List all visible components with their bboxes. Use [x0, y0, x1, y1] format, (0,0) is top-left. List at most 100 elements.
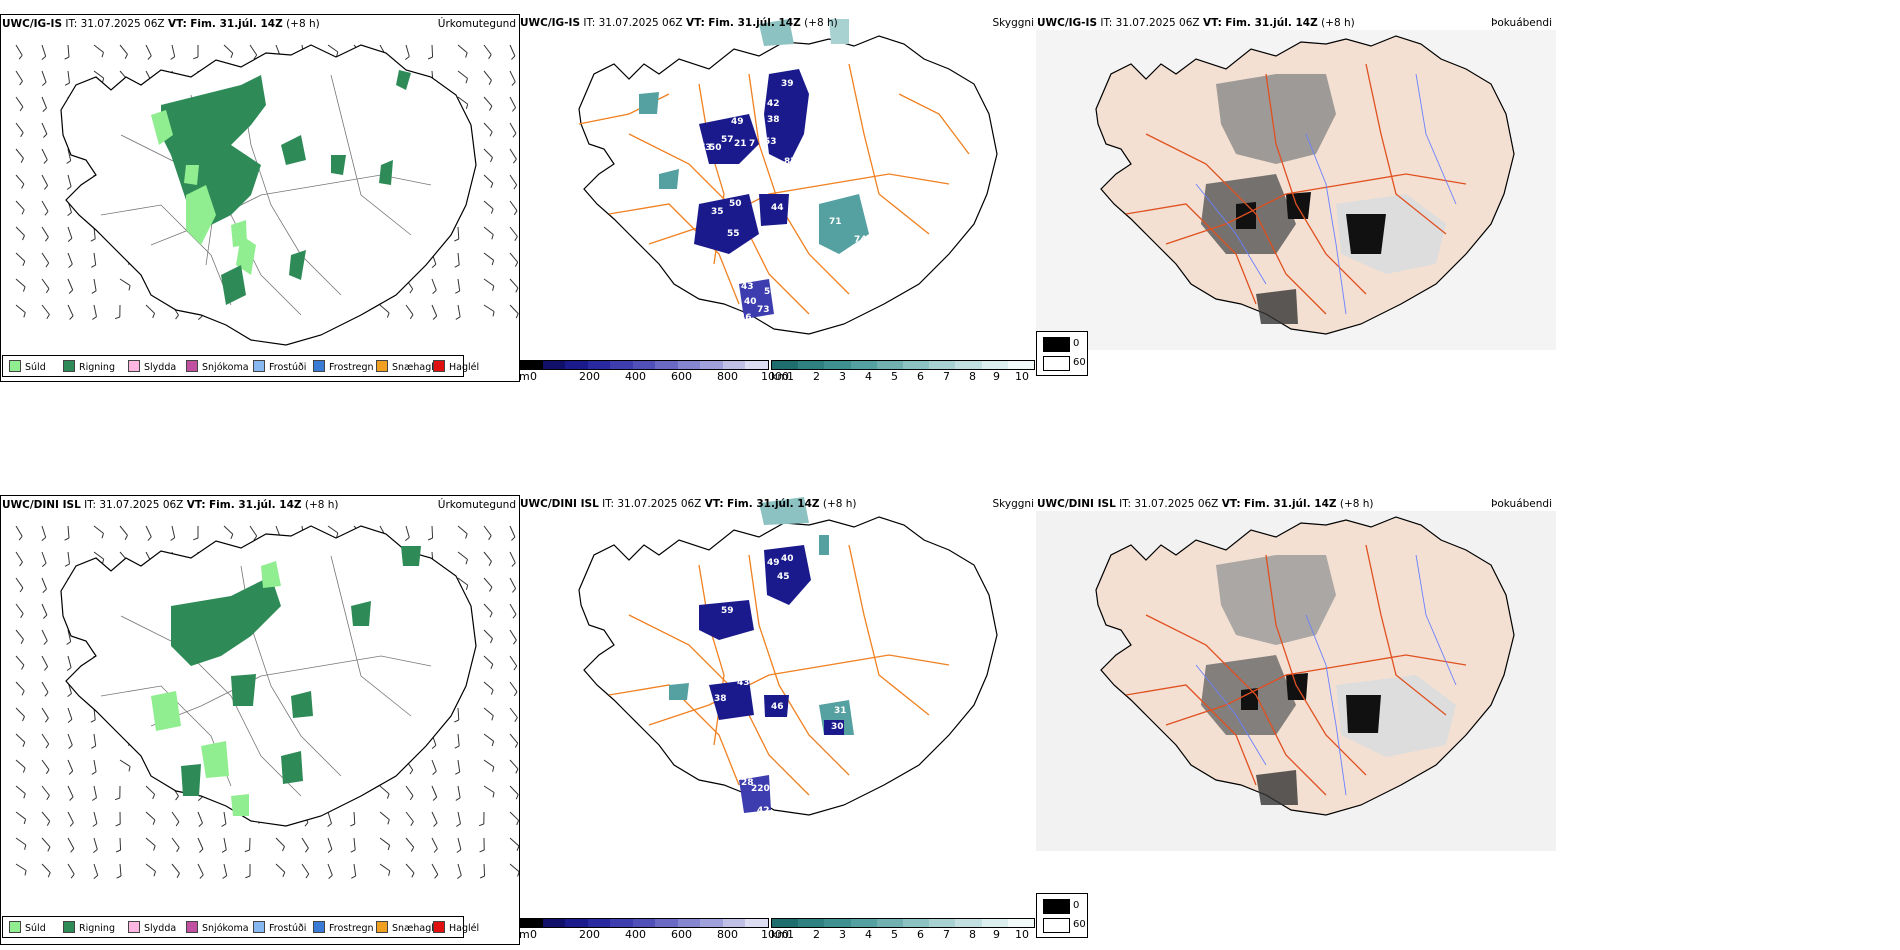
wind-barb [405, 785, 414, 796]
wind-barb [145, 44, 152, 57]
fog-legend: 0 60 [1036, 893, 1088, 938]
fog-swatch-0 [1043, 337, 1070, 352]
wind-barb-flag [22, 235, 25, 241]
wind-barb-flag [305, 873, 310, 879]
colorbar-segment [955, 361, 982, 369]
wind-barb-flag [170, 56, 175, 60]
wind-barb [483, 603, 493, 614]
wind-barb [67, 837, 75, 849]
colorbar-segment [981, 361, 1008, 369]
wind-barb-flag [116, 875, 122, 879]
colorbar-segment [824, 361, 851, 369]
wind-barb-flag [491, 234, 494, 240]
svg-text:73: 73 [757, 305, 770, 315]
wind-barb-flag [492, 766, 495, 772]
visibility-areas [639, 19, 869, 319]
wind-barb [67, 70, 70, 83]
wind-barb [41, 733, 50, 745]
wind-barb-flag [465, 533, 468, 539]
svg-text:42: 42 [757, 806, 770, 816]
wind-barb-flag [20, 613, 24, 619]
wind-barb-flag [431, 744, 437, 749]
wind-barb [431, 837, 438, 849]
wind-barb [509, 148, 517, 160]
fog-panel-top: UWC/IG-IS IT: 31.07.2025 06Z VT: Fim. 31… [1036, 14, 1556, 380]
wind-barb-flag [511, 81, 516, 86]
wind-barb [15, 278, 26, 288]
wind-barb-flag [47, 846, 51, 852]
lead-time: (+8 h) [822, 498, 857, 510]
colorbar-segment [929, 919, 956, 927]
wind-barb-flag [92, 849, 98, 853]
colorbar-segment [798, 919, 825, 927]
wind-barb [509, 96, 517, 108]
wind-barb-flag [45, 236, 49, 242]
wind-barb-flag [490, 638, 493, 644]
wind-barb-flag [454, 745, 460, 749]
wind-barb [483, 200, 494, 210]
wind-barb-flag [465, 52, 468, 58]
wind-barb [509, 733, 519, 744]
wind-barb [405, 44, 410, 57]
wind-barb-flag [350, 849, 356, 853]
wind-barb [171, 44, 176, 57]
wind-barb [457, 863, 462, 876]
wind-barb-flag [67, 237, 73, 242]
wind-barb [67, 551, 70, 564]
wind-barb [457, 44, 468, 54]
precip-areas [151, 546, 421, 816]
wind-barb [457, 278, 461, 291]
wind-barb-flag [114, 797, 120, 801]
wind-barb [483, 525, 492, 536]
svg-text:53: 53 [764, 137, 777, 147]
vt-label: VT: [1221, 498, 1241, 510]
wind-barb-flag [432, 315, 438, 320]
valid-time: Fim. 31.júl. 14Z [1243, 498, 1337, 510]
colorbar-segment [677, 361, 701, 369]
wind-barb [41, 655, 49, 667]
model-name: UWC/DINI ISL [520, 498, 599, 510]
wind-barb [15, 525, 23, 537]
wind-barb [41, 70, 47, 83]
wind-barb-flag [304, 822, 309, 827]
wind-barb-flag [516, 845, 519, 851]
wind-barb-flag [513, 691, 518, 697]
wind-barb-flag [45, 717, 49, 723]
wind-barb [15, 681, 25, 692]
wind-barb [67, 785, 74, 798]
wind-barb [15, 122, 24, 133]
wind-barb-flag [91, 290, 97, 294]
wind-barb [197, 837, 204, 850]
wind-barb [431, 785, 438, 798]
wind-barb [93, 252, 97, 265]
colorbar-segment [824, 919, 851, 927]
iceland-coastline [578, 35, 998, 335]
svg-text:40: 40 [744, 297, 757, 307]
wind-barb [41, 681, 49, 693]
wind-barb-flag [64, 56, 70, 60]
wind-barb [145, 525, 152, 538]
wind-barb [171, 525, 176, 538]
wind-barb-flag [20, 639, 24, 644]
wind-barb [457, 811, 461, 824]
wind-barb-flag [193, 56, 199, 60]
wind-barb-flag [199, 874, 204, 879]
wind-barb [15, 70, 23, 82]
wind-barb-flag [21, 664, 25, 670]
wind-barb-flag [230, 534, 234, 539]
wind-barb [509, 122, 517, 134]
wind-barb-flag [124, 54, 128, 59]
wind-barb-flag [409, 288, 414, 294]
wind-barb [93, 759, 97, 772]
wind-barb-flag [92, 797, 97, 801]
colorbar-segment [1007, 361, 1035, 369]
colorbar-segment [929, 361, 956, 369]
wind-barb-flag [489, 131, 493, 137]
wind-barb-flag [124, 535, 128, 540]
wind-barb-flag [101, 52, 104, 58]
wind-barb-flag [64, 537, 70, 541]
wind-barb-flag [454, 264, 460, 268]
colorbar-segment [520, 919, 543, 927]
wind-barb [67, 278, 74, 291]
rivers [1195, 73, 1457, 315]
